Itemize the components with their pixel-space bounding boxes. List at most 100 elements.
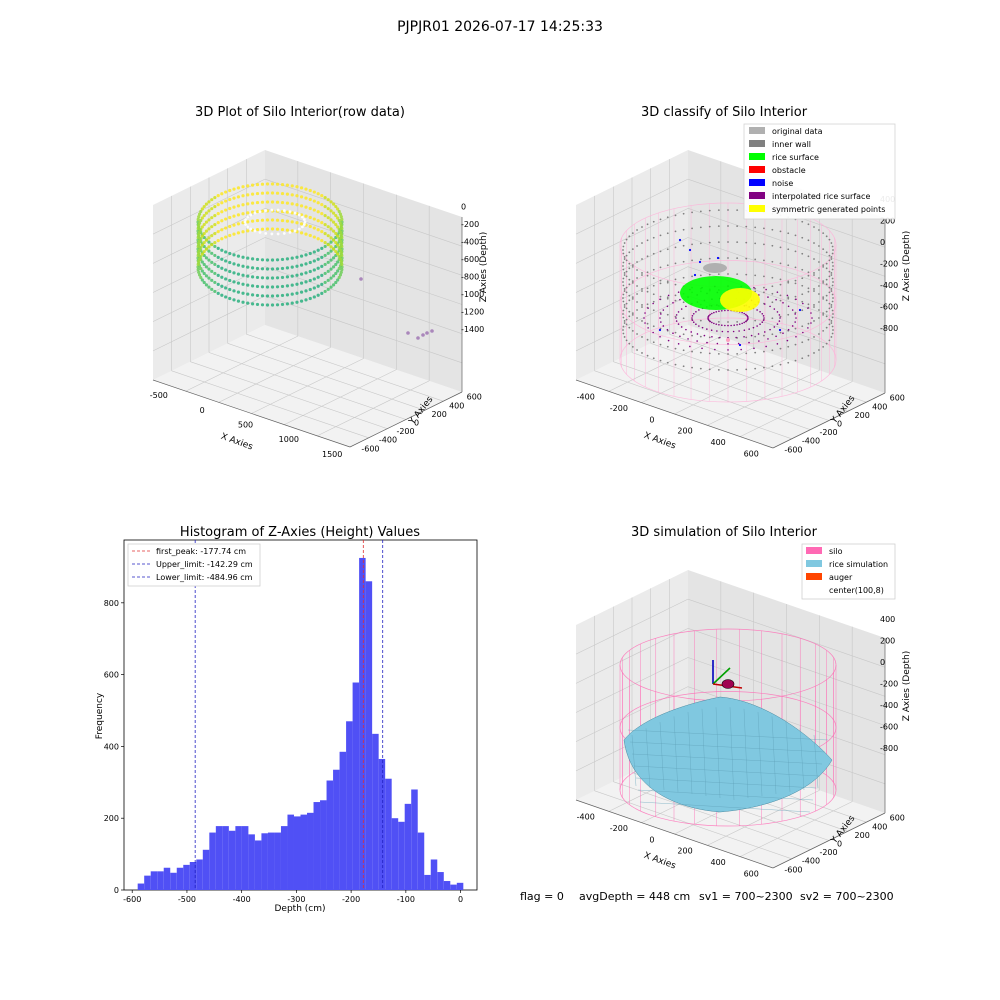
point <box>265 218 270 222</box>
point <box>275 218 280 222</box>
point <box>312 268 316 272</box>
tick-label: -200 <box>610 824 628 833</box>
inner-wall-point <box>779 278 782 281</box>
inner-wall-point <box>623 258 626 260</box>
point <box>340 262 344 266</box>
inner-wall-point <box>717 352 720 355</box>
point <box>329 218 333 222</box>
point <box>197 224 201 228</box>
interpolated-point <box>675 320 678 322</box>
point <box>197 233 201 237</box>
simulation-plot: 3D simulation of Silo Interior -400-2000… <box>575 525 912 879</box>
point <box>210 287 214 291</box>
inner-wall-point <box>622 316 625 319</box>
inner-wall-point <box>828 323 831 326</box>
classify-z-axis-label: Z Axies (Depth) <box>902 231 912 302</box>
point <box>253 229 257 233</box>
inner-wall-point <box>787 296 790 299</box>
inner-wall-point <box>636 309 638 311</box>
point <box>200 207 204 211</box>
point <box>265 200 270 204</box>
inner-wall-point <box>794 282 797 285</box>
point <box>282 232 286 235</box>
inner-wall-point <box>831 245 834 248</box>
inner-wall-point <box>807 255 810 258</box>
inner-wall-point <box>674 246 677 249</box>
interpolated-point <box>782 302 784 304</box>
point <box>224 226 228 230</box>
inner-wall-point <box>813 336 815 338</box>
point <box>338 257 343 261</box>
inner-wall-point <box>641 274 643 276</box>
inner-wall-point <box>822 298 825 300</box>
interpolated-point <box>706 341 708 344</box>
point <box>302 223 306 226</box>
mesh-line <box>757 711 763 797</box>
point <box>213 195 217 200</box>
point <box>236 195 241 199</box>
point <box>207 249 211 253</box>
tick-label: -600 <box>784 445 802 454</box>
point <box>304 187 308 191</box>
point <box>290 193 294 197</box>
outlier-point <box>416 336 420 340</box>
interpolated-point <box>680 308 683 310</box>
interpolated-point <box>662 309 665 311</box>
point <box>260 258 265 262</box>
tick-label: 0 <box>414 419 419 428</box>
inner-wall-point <box>652 284 655 287</box>
interpolated-point <box>732 330 735 333</box>
interpolated-point <box>675 317 677 319</box>
histogram-bar <box>320 800 327 890</box>
interpolated-point <box>738 323 741 325</box>
legend-swatch <box>749 205 765 212</box>
mesh-line <box>659 721 665 791</box>
inner-wall-point <box>818 349 820 351</box>
inner-wall-point <box>813 320 815 322</box>
interpolated-point <box>710 329 713 331</box>
point <box>304 253 308 257</box>
inner-wall-point <box>763 259 765 262</box>
tick-label: -400 <box>577 392 595 401</box>
point <box>326 287 330 291</box>
point <box>334 231 338 236</box>
point <box>207 276 211 280</box>
histogram-bar <box>404 803 412 890</box>
inner-wall-point <box>622 332 625 335</box>
point <box>197 230 202 234</box>
interpolated-point <box>762 315 765 317</box>
inner-wall-point <box>830 336 833 338</box>
point <box>207 285 211 289</box>
point <box>200 234 204 238</box>
histogram-bar <box>170 872 177 890</box>
histogram-bar <box>385 778 392 890</box>
point <box>232 271 236 275</box>
classify-legend: original data inner wall rice surface obsta… <box>743 123 896 220</box>
inner-wall-point <box>682 212 685 215</box>
point <box>210 278 214 282</box>
mesh-line <box>743 708 749 799</box>
point <box>232 196 236 200</box>
point <box>213 204 217 209</box>
point <box>290 220 294 224</box>
point <box>285 228 290 232</box>
inner-wall-point <box>807 239 810 242</box>
interpolated-point <box>773 308 776 310</box>
inner-wall-point <box>754 351 757 354</box>
histogram-bar <box>365 581 373 890</box>
interpolated-point <box>795 298 797 301</box>
tick-label: 400 <box>872 402 887 411</box>
inner-wall-point <box>807 303 810 306</box>
point <box>255 191 260 196</box>
inner-wall-point <box>623 320 626 322</box>
point <box>339 215 343 219</box>
mesh-line <box>687 711 693 795</box>
interpolated-point <box>659 298 661 301</box>
point <box>270 182 275 186</box>
interpolated-point <box>714 348 716 351</box>
auger-y-axis <box>712 667 731 685</box>
inner-wall-point <box>708 225 711 228</box>
interpolated-point <box>791 309 794 311</box>
grid-line <box>264 178 463 247</box>
point <box>276 208 280 212</box>
